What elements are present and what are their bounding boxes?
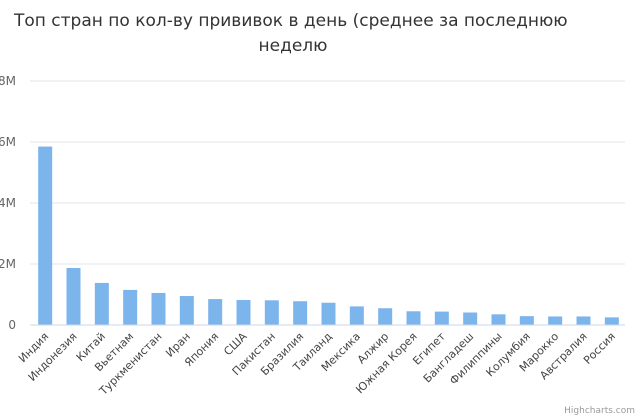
bar[interactable] bbox=[123, 289, 138, 325]
bar[interactable] bbox=[406, 311, 421, 325]
bar[interactable] bbox=[264, 300, 279, 325]
bar[interactable] bbox=[66, 267, 81, 325]
bar[interactable] bbox=[604, 317, 619, 325]
bar[interactable] bbox=[321, 302, 336, 325]
bar[interactable] bbox=[434, 311, 449, 325]
bar[interactable] bbox=[463, 312, 478, 325]
bar[interactable] bbox=[208, 299, 223, 325]
bar[interactable] bbox=[548, 316, 563, 325]
chart-title: Топ стран по кол-ву прививок в день (сре… bbox=[13, 11, 568, 56]
bar[interactable] bbox=[378, 308, 393, 325]
x-tick-label: Россия bbox=[581, 330, 618, 367]
bar[interactable] bbox=[293, 301, 308, 325]
bar[interactable] bbox=[94, 282, 109, 325]
bar[interactable] bbox=[491, 314, 506, 325]
y-axis-ticks: 0 2M 4M 6M 8M bbox=[0, 74, 16, 332]
bar[interactable] bbox=[519, 316, 534, 325]
gridlines bbox=[30, 80, 625, 265]
y-tick-label: 4M bbox=[0, 196, 16, 210]
x-axis-ticks: ИндияИндонезияКитайВьетнамТуркменистанИр… bbox=[16, 330, 618, 399]
chart-title-line-1: Топ стран по кол-ву прививок в день (сре… bbox=[13, 11, 568, 31]
chart-title-line-2: неделю bbox=[259, 36, 328, 56]
bars bbox=[38, 146, 619, 325]
y-tick-label: 0 bbox=[8, 318, 16, 332]
bar[interactable] bbox=[179, 296, 194, 325]
y-tick-label: 6M bbox=[0, 135, 16, 149]
bar[interactable] bbox=[576, 316, 591, 325]
bar[interactable] bbox=[349, 306, 364, 325]
bar[interactable] bbox=[38, 146, 53, 325]
bar[interactable] bbox=[151, 292, 166, 325]
y-tick-label: 2M bbox=[0, 257, 16, 271]
bar[interactable] bbox=[236, 299, 251, 325]
highcharts-credit[interactable]: Highcharts.com bbox=[564, 406, 635, 416]
y-tick-label: 8M bbox=[0, 74, 16, 88]
